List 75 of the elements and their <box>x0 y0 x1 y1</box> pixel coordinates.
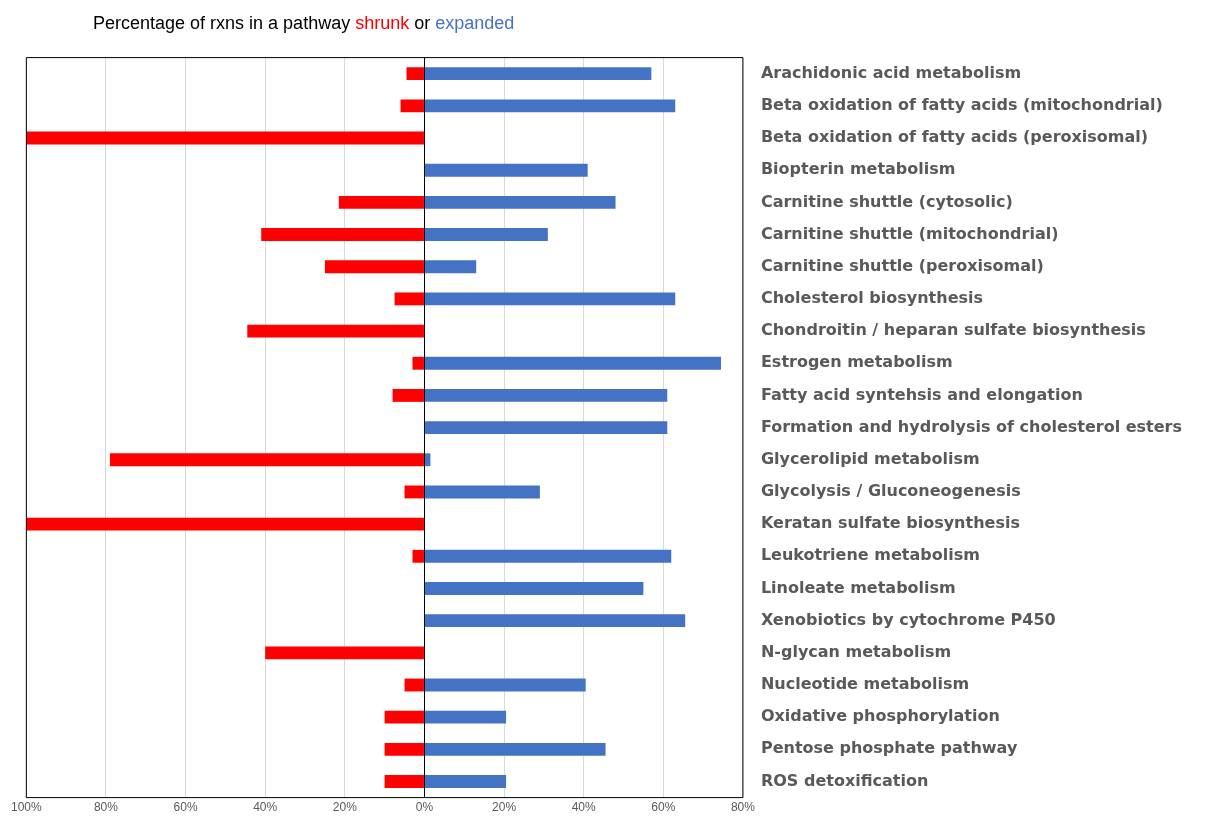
y-tick-label: Linoleate metabolism <box>760 577 956 597</box>
bar <box>424 99 676 113</box>
bar <box>424 228 548 241</box>
bar <box>392 388 424 402</box>
bar <box>424 485 540 499</box>
bar <box>424 388 668 402</box>
x-tick-label: 0% <box>415 800 434 815</box>
y-tick-label: Oxidative phosphorylation <box>760 706 1000 726</box>
bar <box>265 646 424 660</box>
y-tick-label: Cholesterol biosynthesis <box>760 288 984 308</box>
bar <box>404 485 424 499</box>
bar <box>26 517 424 531</box>
bar <box>412 549 424 563</box>
y-tick-label: Carnitine shuttle (peroxisomal) <box>760 255 1044 275</box>
x-tick-label: 80% <box>93 800 119 815</box>
bar <box>384 775 424 788</box>
x-tick-label: 20% <box>492 800 517 815</box>
y-tick-label: Formation and hydrolysis of cholesterol esters <box>760 416 1182 436</box>
y-tick-label: Biopterin metabolism <box>760 159 956 179</box>
bar <box>384 710 424 724</box>
series-label: shrunk <box>354 13 410 33</box>
x-tick-label: 20% <box>332 800 358 815</box>
y-tick-label: ROS detoxification <box>760 770 929 790</box>
x-tick-label: 80% <box>730 800 756 815</box>
bar <box>424 195 616 209</box>
y-tick-label: Chondroitin / heparan sulfate biosynthesis <box>760 320 1146 340</box>
bar <box>424 775 507 788</box>
bar <box>424 163 588 177</box>
bar <box>247 324 424 338</box>
bar <box>338 195 424 209</box>
y-tick-label: Beta oxidation of fatty acids (mitochondrial) <box>760 95 1163 115</box>
bar <box>424 582 644 595</box>
y-tick-label: N-glycan metabolism <box>760 641 952 661</box>
series-label: expanded <box>434 13 515 33</box>
y-tick-label: Fatty acid syntehsis and elongation <box>760 384 1083 404</box>
x-tick-label: 40% <box>253 800 278 815</box>
x-tick-label: 60% <box>651 800 676 815</box>
text: or <box>413 13 431 33</box>
y-tick-label: Carnitine shuttle (cytosolic) <box>760 191 1013 211</box>
bar <box>404 678 424 692</box>
chart-title: Percentage of rxns in a pathway <box>93 13 351 33</box>
y-tick-label: Glycolysis / Gluconeogenesis <box>760 481 1021 501</box>
y-tick-label: Glycerolipid metabolism <box>760 448 980 468</box>
bar <box>424 742 606 756</box>
y-tick-label: Beta oxidation of fatty acids (peroxisomal) <box>760 127 1149 147</box>
y-tick-label: Estrogen metabolism <box>760 352 953 372</box>
y-tick-label: Keratan sulfate biosynthesis <box>760 513 1020 533</box>
bar <box>394 292 424 306</box>
bar <box>424 356 722 370</box>
bar <box>424 453 431 467</box>
bar <box>424 710 507 724</box>
y-tick-label: Xenobiotics by cytochrome P450 <box>760 609 1056 629</box>
bar <box>324 260 424 274</box>
bar <box>424 678 586 692</box>
bar <box>406 67 424 81</box>
x-tick-label: 40% <box>571 800 597 815</box>
x-tick-label: 100% <box>10 800 43 815</box>
y-tick-label: Nucleotide metabolism <box>760 674 970 694</box>
bar <box>424 549 672 563</box>
bar <box>412 356 424 370</box>
bar <box>261 228 424 241</box>
y-tick-label: Carnitine shuttle (mitochondrial) <box>760 223 1059 243</box>
bar <box>400 99 424 113</box>
x-tick-label: 60% <box>173 800 198 815</box>
bar <box>424 67 652 81</box>
y-tick-label: Leukotriene metabolism <box>760 545 980 565</box>
bar <box>424 260 477 274</box>
bar <box>109 453 424 467</box>
bar <box>424 292 676 306</box>
bar <box>424 421 668 435</box>
bar <box>424 614 686 628</box>
y-tick-label: Pentose phosphate pathway <box>760 738 1018 758</box>
bar <box>384 742 424 756</box>
bar <box>26 131 424 145</box>
y-tick-label: Arachidonic acid metabolism <box>760 62 1022 82</box>
